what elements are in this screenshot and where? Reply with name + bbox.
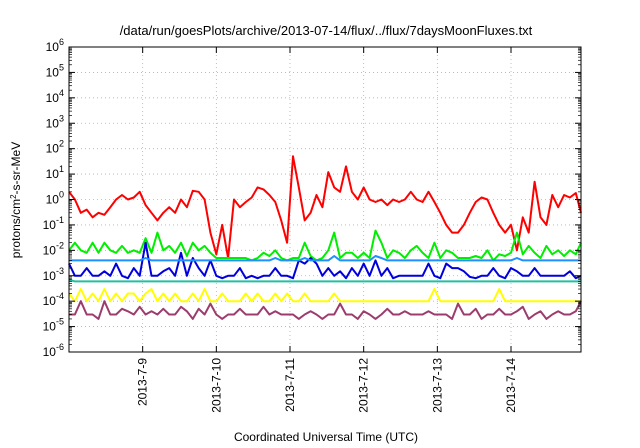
series-line-1 [68, 155, 582, 259]
x-tick-label: 2013-7-11 [283, 358, 297, 412]
y-tick-label: 10-3 [43, 266, 64, 283]
y-tick-label: 10-5 [43, 317, 64, 334]
series-line-5 [68, 278, 581, 283]
y-tick-label: 101 [46, 164, 64, 181]
x-tick-label: 2013-7-14 [504, 358, 518, 413]
series-line-6 [68, 288, 581, 303]
series-line-2 [68, 229, 582, 262]
y-tick-label: 102 [46, 139, 64, 156]
x-axis-label: Coordinated Universal Time (UTC) [234, 430, 418, 444]
x-axis: 2013-7-9 2013-7-10 2013-7-11 2013-7-12 2013-… [136, 47, 518, 413]
grid [69, 47, 581, 352]
series-line-7 [69, 300, 582, 320]
y-axis-label: protons/cm2-s-sr-MeV [9, 142, 24, 258]
y-tick-label: 10-1 [43, 215, 64, 232]
series-line-3 [68, 241, 582, 280]
x-tick-label: 2013-7-12 [357, 358, 371, 413]
y-tick-label: 103 [46, 113, 64, 130]
series-line-4 [69, 255, 581, 262]
y-tick-label: 100 [46, 190, 64, 207]
y-tick-label: 10-2 [43, 240, 64, 257]
y-axis: 10-6 10-5 10-4 10-3 10-2 10-1 100 101 102 103 104 1… [43, 37, 581, 359]
y-tick-label: 10-4 [43, 291, 64, 308]
y-tick-label: 105 [46, 62, 64, 79]
series-layer [68, 155, 582, 320]
y-tick-label: 104 [46, 88, 64, 105]
y-tick-label: 10-6 [43, 342, 64, 359]
chart-title: /data/run/goesPlots/archive/2013-07-14/f… [120, 23, 533, 38]
y-tick-label: 106 [46, 37, 64, 54]
x-tick-label: 2013-7-10 [209, 358, 223, 413]
x-tick-label: 2013-7-13 [430, 358, 444, 413]
x-tick-label: 2013-7-9 [136, 358, 150, 406]
